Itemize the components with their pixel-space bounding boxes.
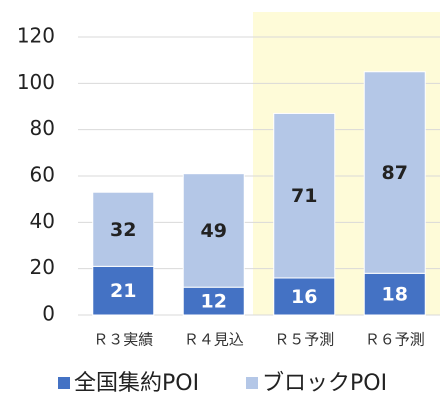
bar-segment	[92, 191, 155, 267]
y-tick-label: 80	[30, 116, 55, 140]
x-tick-label: Ｒ４見込	[184, 331, 244, 349]
data-label: 16	[291, 286, 317, 308]
bar-segment	[273, 112, 336, 279]
bar-segment	[182, 286, 245, 316]
legend-label: 全国集約POI	[74, 371, 199, 396]
data-label: 32	[110, 219, 136, 241]
legend-label: ブロックPOI	[262, 371, 387, 396]
legend-swatch	[58, 377, 70, 389]
data-label: 21	[110, 280, 136, 302]
y-tick-label: 40	[30, 209, 55, 233]
data-label: 18	[382, 284, 408, 306]
bar-segment	[273, 277, 336, 316]
x-tick-label: Ｒ３実績	[93, 331, 153, 349]
y-tick-label: 60	[30, 163, 55, 187]
x-tick-label: Ｒ５予測	[274, 331, 334, 349]
data-label: 87	[382, 162, 408, 184]
legend-swatch	[246, 377, 258, 389]
bar-segment	[363, 71, 426, 274]
y-tick-label: 0	[42, 302, 55, 326]
bar-segment	[363, 272, 426, 316]
y-tick-label: 20	[30, 255, 55, 279]
data-label: 49	[201, 220, 227, 242]
data-label: 12	[201, 291, 227, 313]
bar-segment	[182, 173, 245, 288]
y-tick-label: 120	[17, 24, 55, 48]
y-tick-label: 100	[17, 70, 55, 94]
data-label: 71	[291, 185, 317, 207]
x-tick-label: Ｒ６予測	[365, 331, 425, 349]
